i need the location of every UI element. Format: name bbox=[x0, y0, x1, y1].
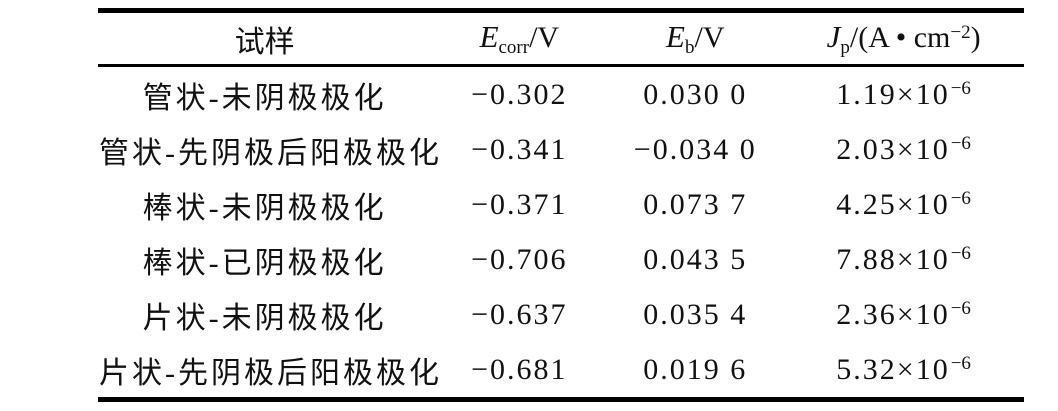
table-row: 管状-先阴极后阳极极化 −0.341 −0.034 0 2.03×10−6 bbox=[98, 122, 1024, 177]
sample-cell: 管状-先阴极后阳极极化 bbox=[99, 136, 442, 170]
jp-value: 2.03×10 bbox=[836, 132, 950, 166]
ecorr-cell: −0.371 bbox=[471, 187, 568, 221]
jp-subscript: p bbox=[840, 36, 850, 58]
col-header-sample: 试样 bbox=[98, 11, 431, 66]
table-row: 棒状-已阴极极化 −0.706 0.043 5 7.88×10−6 bbox=[98, 232, 1024, 287]
table-row: 片状-先阴极后阳极极化 −0.681 0.019 6 5.32×10−6 bbox=[98, 342, 1024, 400]
ecorr-cell: −0.681 bbox=[471, 352, 568, 386]
eb-cell: 0.019 6 bbox=[643, 352, 748, 386]
ecorr-cell: −0.341 bbox=[471, 132, 568, 166]
col-header-ecorr: Ecorr/V bbox=[431, 11, 607, 66]
eb-cell: 0.035 4 bbox=[643, 297, 748, 331]
jp-unit-suffix: ) bbox=[970, 20, 981, 54]
ecorr-cell: −0.706 bbox=[471, 242, 568, 276]
eb-cell: 0.043 5 bbox=[643, 242, 748, 276]
eb-cell: −0.034 0 bbox=[633, 132, 757, 166]
jp-unit-exponent: −2 bbox=[950, 21, 971, 43]
sample-cell: 棒状-未阴极极化 bbox=[142, 191, 387, 225]
paper-table: 试样 Ecorr/V Eb/V Jp/(A • cm−2) 管状-未阴极极化 −… bbox=[98, 8, 1024, 402]
jp-symbol: J bbox=[826, 18, 841, 54]
eb-symbol: E bbox=[666, 18, 685, 54]
ecorr-unit: /V bbox=[529, 20, 560, 54]
sample-cell: 片状-未阴极极化 bbox=[142, 301, 387, 335]
sample-cell: 管状-未阴极极化 bbox=[142, 81, 387, 115]
ecorr-cell: −0.302 bbox=[471, 77, 568, 111]
jp-cell: 4.25×10−6 bbox=[783, 177, 1024, 232]
jp-cell: 1.19×10−6 bbox=[783, 66, 1024, 123]
jp-cell: 2.03×10−6 bbox=[783, 122, 1024, 177]
eb-subscript: b bbox=[684, 36, 695, 58]
jp-value: 5.32×10 bbox=[836, 352, 950, 386]
jp-cell: 7.88×10−6 bbox=[783, 232, 1024, 287]
eb-unit: /V bbox=[694, 20, 725, 54]
jp-exponent: −6 bbox=[950, 77, 971, 99]
jp-exponent: −6 bbox=[950, 132, 971, 154]
eb-cell: 0.073 7 bbox=[643, 187, 748, 221]
jp-exponent: −6 bbox=[950, 352, 971, 374]
header-row: 试样 Ecorr/V Eb/V Jp/(A • cm−2) bbox=[98, 11, 1024, 66]
jp-value: 4.25×10 bbox=[836, 187, 950, 221]
sample-header-label: 试样 bbox=[234, 25, 295, 59]
jp-value: 1.19×10 bbox=[836, 77, 950, 111]
jp-exponent: −6 bbox=[950, 187, 971, 209]
col-header-jp: Jp/(A • cm−2) bbox=[783, 11, 1024, 66]
sample-cell: 片状-先阴极后阳极极化 bbox=[99, 356, 442, 390]
jp-value: 7.88×10 bbox=[836, 242, 950, 276]
table-row: 管状-未阴极极化 −0.302 0.030 0 1.19×10−6 bbox=[98, 66, 1024, 123]
ecorr-subscript: corr bbox=[498, 36, 530, 58]
table-row: 棒状-未阴极极化 −0.371 0.073 7 4.25×10−6 bbox=[98, 177, 1024, 232]
ecorr-symbol: E bbox=[479, 18, 499, 54]
jp-unit-prefix: /(A • cm bbox=[849, 20, 951, 54]
table-row: 片状-未阴极极化 −0.637 0.035 4 2.36×10−6 bbox=[98, 287, 1024, 342]
jp-exponent: −6 bbox=[950, 242, 971, 264]
ecorr-cell: −0.637 bbox=[471, 297, 568, 331]
jp-cell: 2.36×10−6 bbox=[783, 287, 1024, 342]
jp-value: 2.36×10 bbox=[836, 297, 950, 331]
eb-cell: 0.030 0 bbox=[643, 77, 748, 111]
sample-cell: 棒状-已阴极极化 bbox=[142, 246, 387, 280]
jp-cell: 5.32×10−6 bbox=[783, 342, 1024, 400]
col-header-eb: Eb/V bbox=[607, 11, 783, 66]
jp-exponent: −6 bbox=[950, 297, 971, 319]
polarization-data-table: 试样 Ecorr/V Eb/V Jp/(A • cm−2) 管状-未阴极极化 −… bbox=[98, 8, 1024, 402]
